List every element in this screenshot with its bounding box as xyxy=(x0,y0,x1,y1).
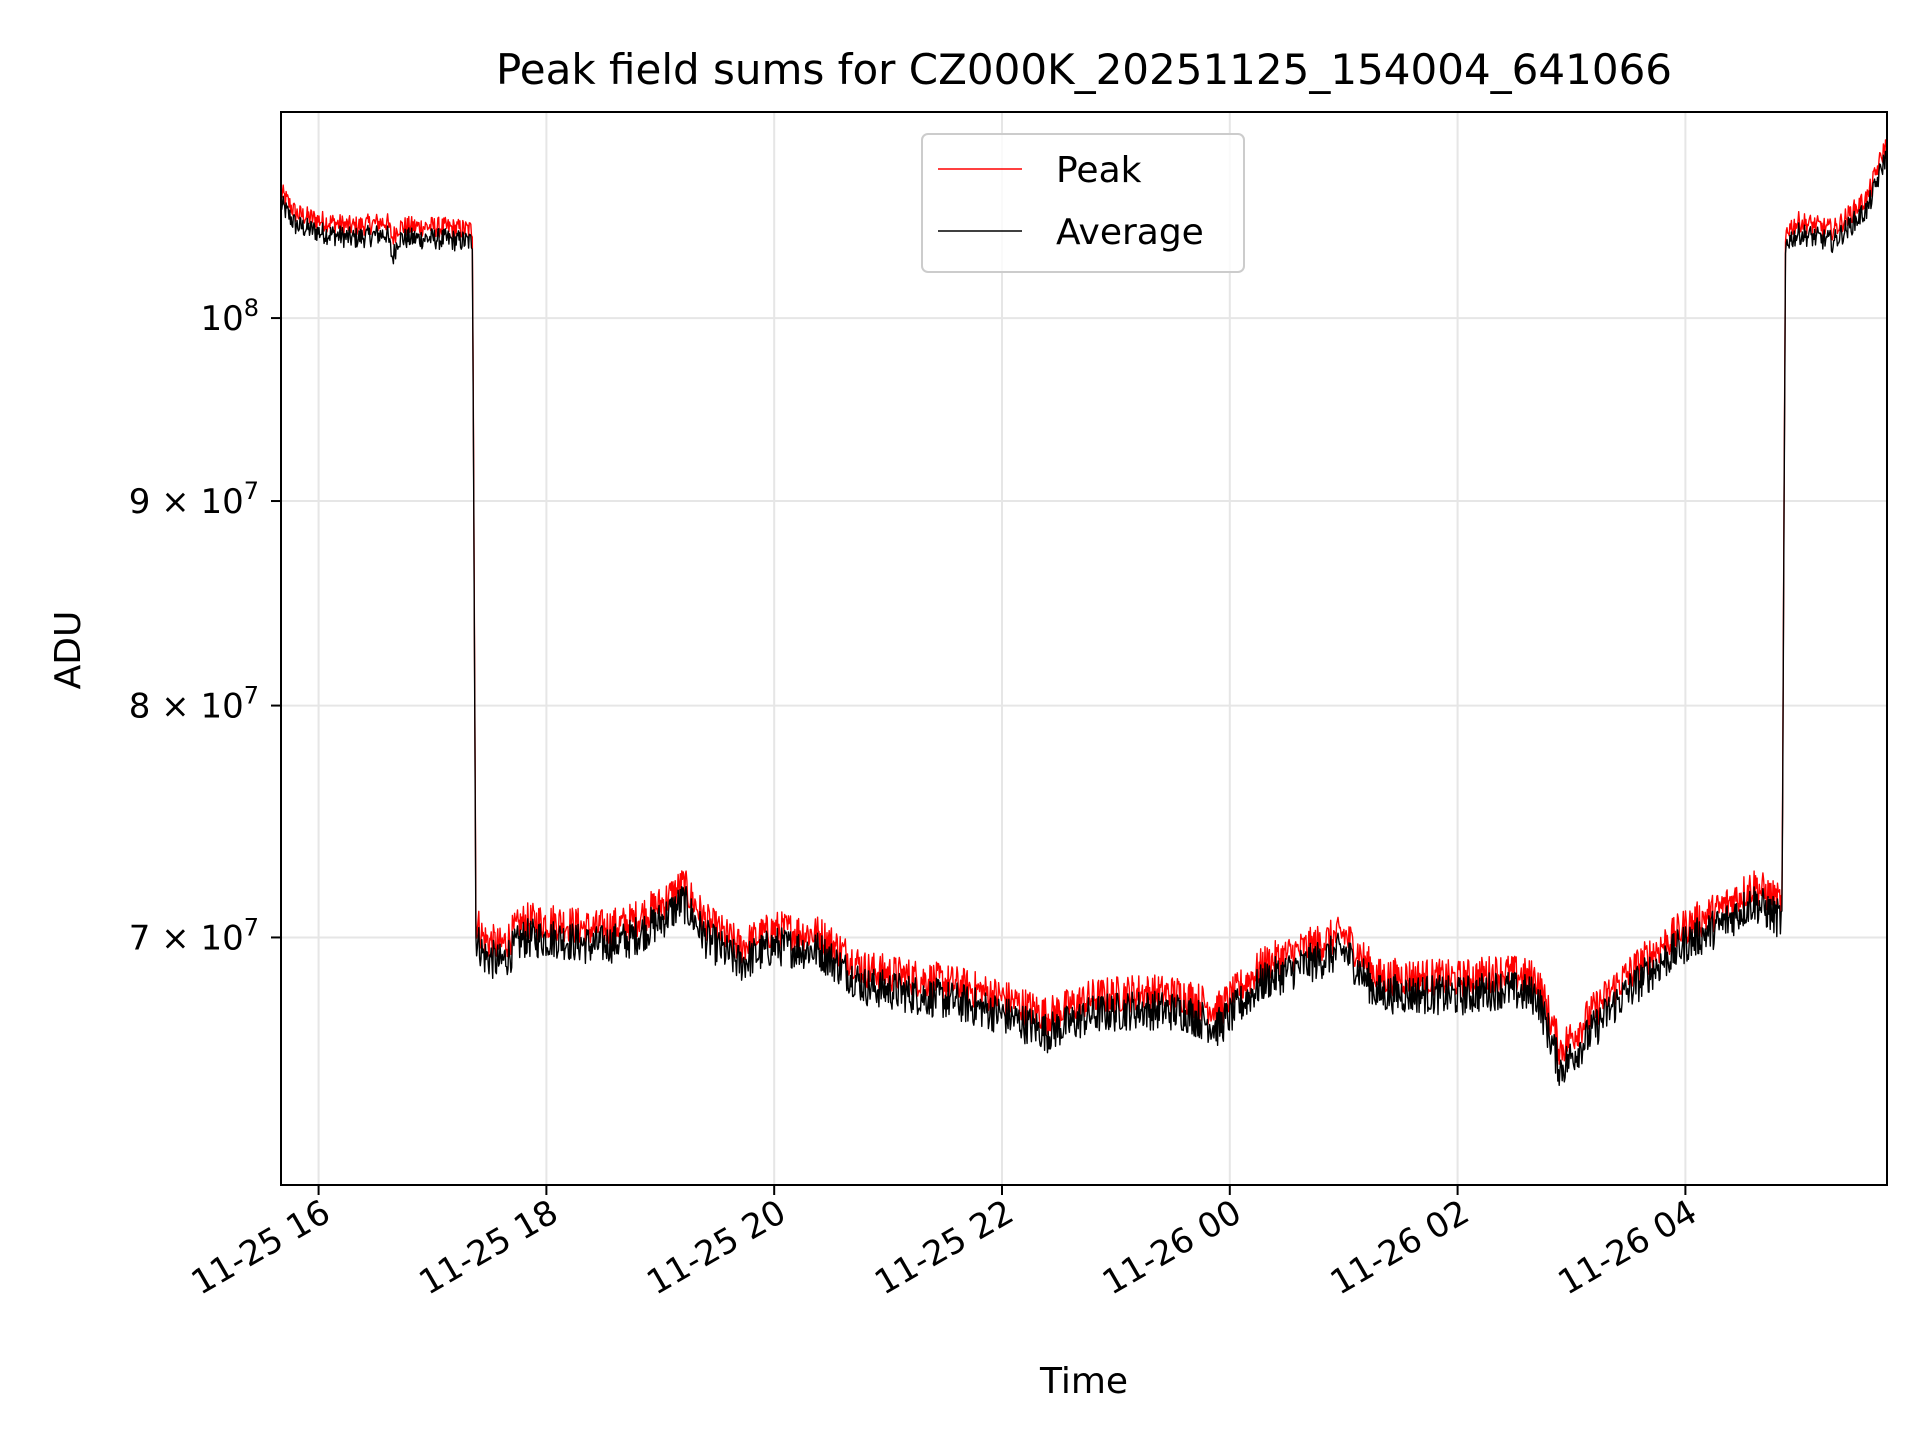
legend: Peak Average xyxy=(921,133,1245,273)
y-tick-label-base: 8 × 10 xyxy=(129,687,244,727)
y-tick-label-base: 7 × 10 xyxy=(129,918,244,958)
legend-peak-label: Peak xyxy=(1056,150,1142,191)
y-tick-label: 8 × 107 xyxy=(129,682,259,727)
y-tick-label-exponent: 7 xyxy=(244,477,259,505)
y-tick-label-exponent: 8 xyxy=(244,294,259,322)
y-tick-label-base: 10 xyxy=(200,299,243,339)
y-tick-label-exponent: 7 xyxy=(244,913,259,941)
legend-average-label: Average xyxy=(1056,212,1204,253)
y-tick-label: 108 xyxy=(200,294,259,339)
plot-frame xyxy=(280,111,1888,1186)
series-line-average xyxy=(281,144,1887,1087)
y-tick-label: 7 × 107 xyxy=(129,913,259,958)
y-tick-label: 9 × 107 xyxy=(129,477,259,522)
x-axis-label: Time xyxy=(1039,1361,1128,1402)
y-tick-label-base: 9 × 10 xyxy=(129,482,244,522)
chart-title: Peak field sums for CZ000K_20251125_1540… xyxy=(496,45,1672,94)
y-tick-label-exponent: 7 xyxy=(244,682,259,710)
y-axis-label: ADU xyxy=(48,611,89,690)
series-layer xyxy=(281,133,1887,1087)
series-line-peak xyxy=(281,133,1887,1065)
